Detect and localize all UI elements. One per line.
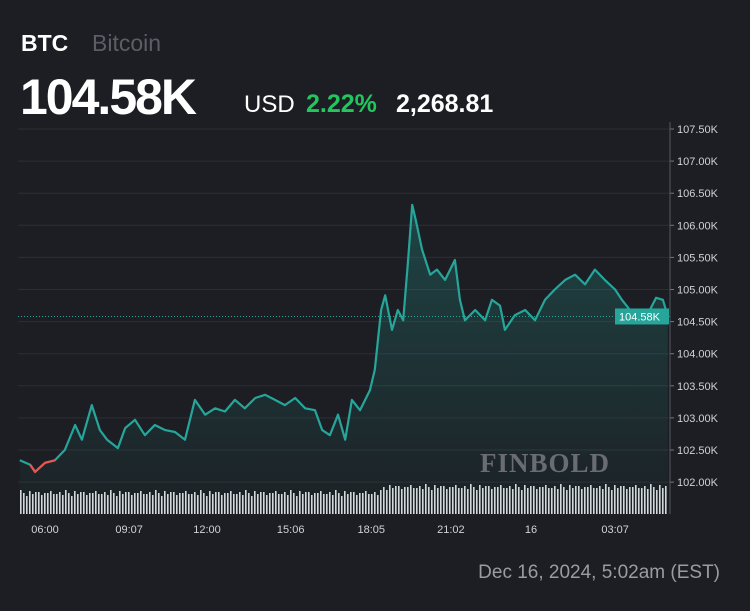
asset-name: Bitcoin (92, 30, 162, 56)
y-tick-label: 105.00K (677, 285, 719, 297)
x-tick-label: 03:07 (601, 524, 629, 536)
last-price-badge (615, 308, 669, 325)
currency: USD (244, 91, 295, 118)
change-absolute: 2,268.81 (396, 90, 494, 118)
price: 104.58K (20, 69, 197, 125)
y-tick-label: 106.00K (677, 220, 719, 232)
last-price-label: 104.58K (619, 311, 661, 323)
y-tick-label: 103.50K (677, 381, 719, 393)
y-tick-label: 107.50K (677, 124, 719, 136)
y-tick-label: 105.50K (677, 252, 719, 264)
timestamp: Dec 16, 2024, 5:02am (EST) (478, 562, 720, 583)
y-tick-label: 104.00K (677, 349, 719, 361)
watermark: FINBOLD (480, 448, 610, 478)
y-tick-label: 103.00K (677, 413, 719, 425)
price-line-down-segment (29, 459, 56, 474)
x-tick-label: 15:06 (277, 524, 305, 536)
y-tick-label: 106.50K (677, 188, 719, 200)
x-tick-label: 06:00 (31, 524, 59, 536)
price-area (19, 204, 668, 515)
price-line (19, 203, 669, 473)
y-tick-label: 107.00K (677, 156, 719, 168)
y-tick-label: 102.00K (677, 477, 719, 489)
x-tick-label: 12:00 (193, 524, 221, 536)
symbol: BTC (21, 30, 69, 56)
y-tick-label: 102.50K (677, 445, 719, 457)
x-tick-label: 16 (525, 524, 537, 536)
x-tick-label: 21:02 (437, 524, 465, 536)
x-tick-label: 09:07 (115, 524, 143, 536)
y-tick-label: 104.50K (677, 317, 719, 329)
x-tick-label: 18:05 (357, 524, 385, 536)
change-percent: 2.22% (306, 90, 377, 118)
